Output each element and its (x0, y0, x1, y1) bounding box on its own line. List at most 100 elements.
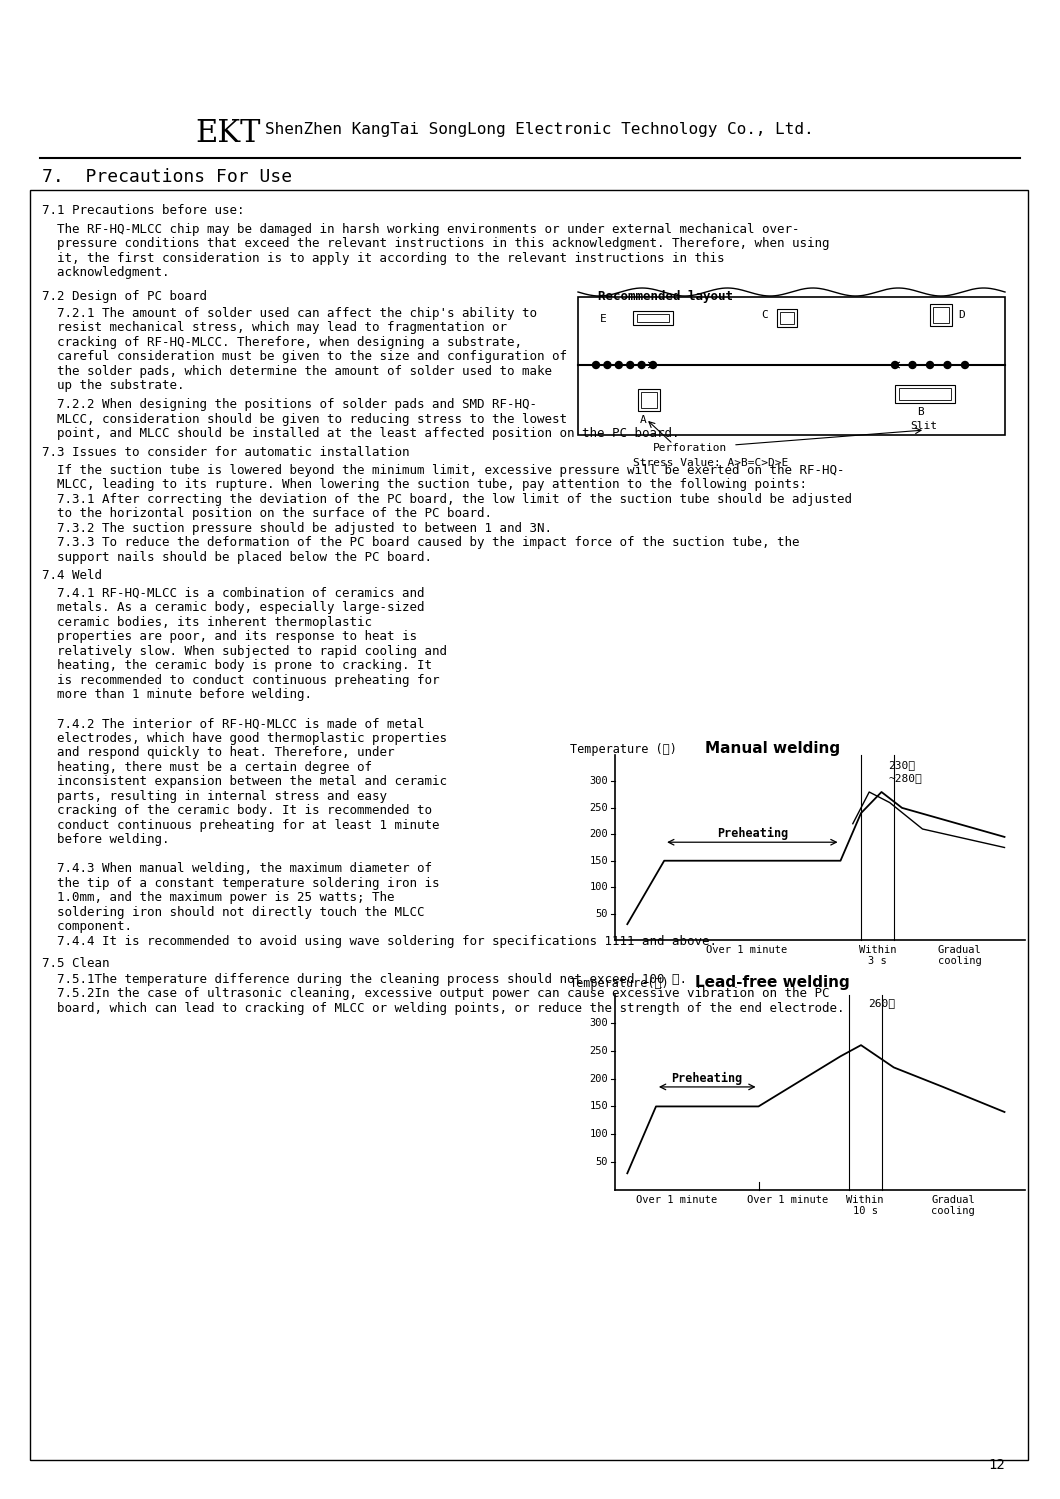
Text: 260℃: 260℃ (868, 998, 895, 1007)
Circle shape (638, 361, 646, 369)
Text: electrodes, which have good thermoplastic properties: electrodes, which have good thermoplasti… (42, 732, 447, 745)
Text: Over 1 minute: Over 1 minute (636, 1195, 718, 1205)
Text: resist mechanical stress, which may lead to fragmentation or: resist mechanical stress, which may lead… (42, 321, 507, 334)
Text: 7.1 Precautions before use:: 7.1 Precautions before use: (42, 204, 245, 217)
Bar (633, 310, 673, 325)
Text: 7.5.1The temperature difference during the cleaning process should not exceed 10: 7.5.1The temperature difference during t… (42, 973, 687, 985)
Text: 150: 150 (589, 856, 608, 866)
Text: point, and MLCC should be installed at the least affected position on the PC boa: point, and MLCC should be installed at t… (42, 427, 679, 441)
Text: 7.4.2 The interior of RF-HQ-MLCC is made of metal: 7.4.2 The interior of RF-HQ-MLCC is made… (42, 718, 424, 730)
Text: Preheating: Preheating (717, 827, 788, 841)
Bar (777, 309, 796, 327)
Text: 230℃: 230℃ (888, 760, 916, 770)
Bar (779, 312, 794, 324)
Circle shape (891, 361, 899, 369)
Text: inconsistent expansion between the metal and ceramic: inconsistent expansion between the metal… (42, 775, 447, 788)
Text: up the substrate.: up the substrate. (42, 379, 184, 393)
Text: pressure conditions that exceed the relevant instructions in this acknowledgment: pressure conditions that exceed the rele… (42, 237, 830, 250)
Text: 7.5 Clean: 7.5 Clean (42, 956, 109, 970)
Text: 7.3.2 The suction pressure should be adjusted to between 1 and 3N.: 7.3.2 The suction pressure should be adj… (42, 522, 552, 535)
Text: ceramic bodies, its inherent thermoplastic: ceramic bodies, its inherent thermoplast… (42, 616, 372, 628)
Text: 7.4.3 When manual welding, the maximum diameter of: 7.4.3 When manual welding, the maximum d… (42, 862, 432, 875)
Text: 1.0mm, and the maximum power is 25 watts; The: 1.0mm, and the maximum power is 25 watts… (42, 892, 394, 904)
Text: support nails should be placed below the PC board.: support nails should be placed below the… (42, 550, 432, 564)
Text: more than 1 minute before welding.: more than 1 minute before welding. (42, 688, 312, 702)
Text: ShenZhen KangTai SongLong Electronic Technology Co., Ltd.: ShenZhen KangTai SongLong Electronic Tec… (265, 121, 814, 136)
Text: ~280℃: ~280℃ (888, 773, 922, 782)
Text: Stress Value: A>B=C>D>E: Stress Value: A>B=C>D>E (633, 459, 789, 468)
Text: Perforation: Perforation (653, 444, 727, 453)
Text: C: C (761, 310, 768, 319)
Text: careful consideration must be given to the size and configuration of: careful consideration must be given to t… (42, 351, 567, 363)
Text: EKT: EKT (195, 118, 261, 148)
Text: cooling: cooling (932, 1207, 975, 1216)
Bar (641, 393, 657, 408)
Text: 250: 250 (589, 803, 608, 812)
Circle shape (650, 361, 656, 369)
Text: Within: Within (859, 944, 896, 955)
Text: heating, there must be a certain degree of: heating, there must be a certain degree … (42, 761, 372, 773)
Text: 7.2 Design of PC board: 7.2 Design of PC board (42, 289, 207, 303)
Text: board, which can lead to cracking of MLCC or welding points, or reduce the stren: board, which can lead to cracking of MLC… (42, 1001, 845, 1015)
Text: the tip of a constant temperature soldering iron is: the tip of a constant temperature solder… (42, 877, 440, 890)
Text: metals. As a ceramic body, especially large-sized: metals. As a ceramic body, especially la… (42, 601, 424, 615)
Text: acknowledgment.: acknowledgment. (42, 267, 170, 279)
Bar (30, 190, 1028, 1460)
Circle shape (909, 361, 916, 369)
Text: relatively slow. When subjected to rapid cooling and: relatively slow. When subjected to rapid… (42, 645, 447, 658)
Circle shape (593, 361, 600, 369)
Text: conduct continuous preheating for at least 1 minute: conduct continuous preheating for at lea… (42, 818, 440, 832)
Bar (930, 304, 952, 325)
Text: cracking of RF-HQ-MLCC. Therefore, when designing a substrate,: cracking of RF-HQ-MLCC. Therefore, when … (42, 336, 522, 349)
Text: 7.  Precautions For Use: 7. Precautions For Use (42, 168, 293, 186)
Bar (638, 390, 660, 411)
Text: is recommended to conduct continuous preheating for: is recommended to conduct continuous pre… (42, 673, 440, 687)
Text: Temperature (℃): Temperature (℃) (570, 744, 677, 755)
Text: MLCC, leading to its rupture. When lowering the suction tube, pay attention to t: MLCC, leading to its rupture. When lower… (42, 478, 807, 492)
Text: B: B (917, 408, 923, 417)
Bar (933, 307, 949, 322)
Text: 300: 300 (589, 1018, 608, 1028)
Text: cracking of the ceramic body. It is recommended to: cracking of the ceramic body. It is reco… (42, 805, 432, 817)
Text: 7.4.1 RF-HQ-MLCC is a combination of ceramics and: 7.4.1 RF-HQ-MLCC is a combination of cer… (42, 586, 424, 600)
Text: cooling: cooling (937, 956, 982, 965)
Text: 7.3.3 To reduce the deformation of the PC board caused by the impact force of th: 7.3.3 To reduce the deformation of the P… (42, 537, 799, 549)
Text: 10 s: 10 s (852, 1207, 878, 1216)
Text: 7.4.4 It is recommended to avoid using wave soldering for specifications 1111 an: 7.4.4 It is recommended to avoid using w… (42, 935, 717, 947)
Circle shape (961, 361, 969, 369)
Text: Within: Within (846, 1195, 884, 1205)
Text: The RF-HQ-MLCC chip may be damaged in harsh working environments or under extern: The RF-HQ-MLCC chip may be damaged in ha… (42, 223, 799, 235)
Text: soldering iron should not directly touch the MLCC: soldering iron should not directly touch… (42, 905, 424, 919)
Text: 7.2.1 The amount of solder used can affect the chip's ability to: 7.2.1 The amount of solder used can affe… (42, 307, 537, 319)
Text: Recommended layout: Recommended layout (598, 289, 734, 303)
Text: Preheating: Preheating (672, 1072, 743, 1085)
Bar (899, 388, 951, 400)
Circle shape (944, 361, 951, 369)
Text: to the horizontal position on the surface of the PC board.: to the horizontal position on the surfac… (42, 507, 492, 520)
Bar (578, 297, 1005, 435)
Circle shape (926, 361, 934, 369)
Text: 12: 12 (988, 1459, 1005, 1472)
Text: Gradual: Gradual (937, 944, 982, 955)
Text: D: D (958, 310, 965, 319)
Text: it, the first consideration is to apply it according to the relevant instruction: it, the first consideration is to apply … (42, 252, 724, 265)
Text: If the suction tube is lowered beyond the minimum limit, excessive pressure will: If the suction tube is lowered beyond th… (42, 463, 845, 477)
Text: 100: 100 (589, 1129, 608, 1139)
Text: A: A (640, 415, 647, 426)
Text: parts, resulting in internal stress and easy: parts, resulting in internal stress and … (42, 790, 387, 803)
Bar (637, 313, 669, 322)
Text: heating, the ceramic body is prone to cracking. It: heating, the ceramic body is prone to cr… (42, 660, 432, 672)
Text: 300: 300 (589, 776, 608, 787)
Text: 3 s: 3 s (868, 956, 887, 965)
Text: E: E (600, 313, 606, 324)
Text: and respond quickly to heat. Therefore, under: and respond quickly to heat. Therefore, … (42, 747, 394, 760)
Text: 7.4 Weld: 7.4 Weld (42, 570, 102, 583)
Text: 250: 250 (589, 1046, 608, 1055)
Circle shape (604, 361, 611, 369)
Text: Slit: Slit (909, 421, 937, 432)
Text: Over 1 minute: Over 1 minute (746, 1195, 828, 1205)
Text: the solder pads, which determine the amount of solder used to make: the solder pads, which determine the amo… (42, 364, 552, 378)
Text: MLCC, consideration should be given to reducing stress to the lowest: MLCC, consideration should be given to r… (42, 412, 567, 426)
Text: component.: component. (42, 920, 132, 934)
Circle shape (626, 361, 634, 369)
